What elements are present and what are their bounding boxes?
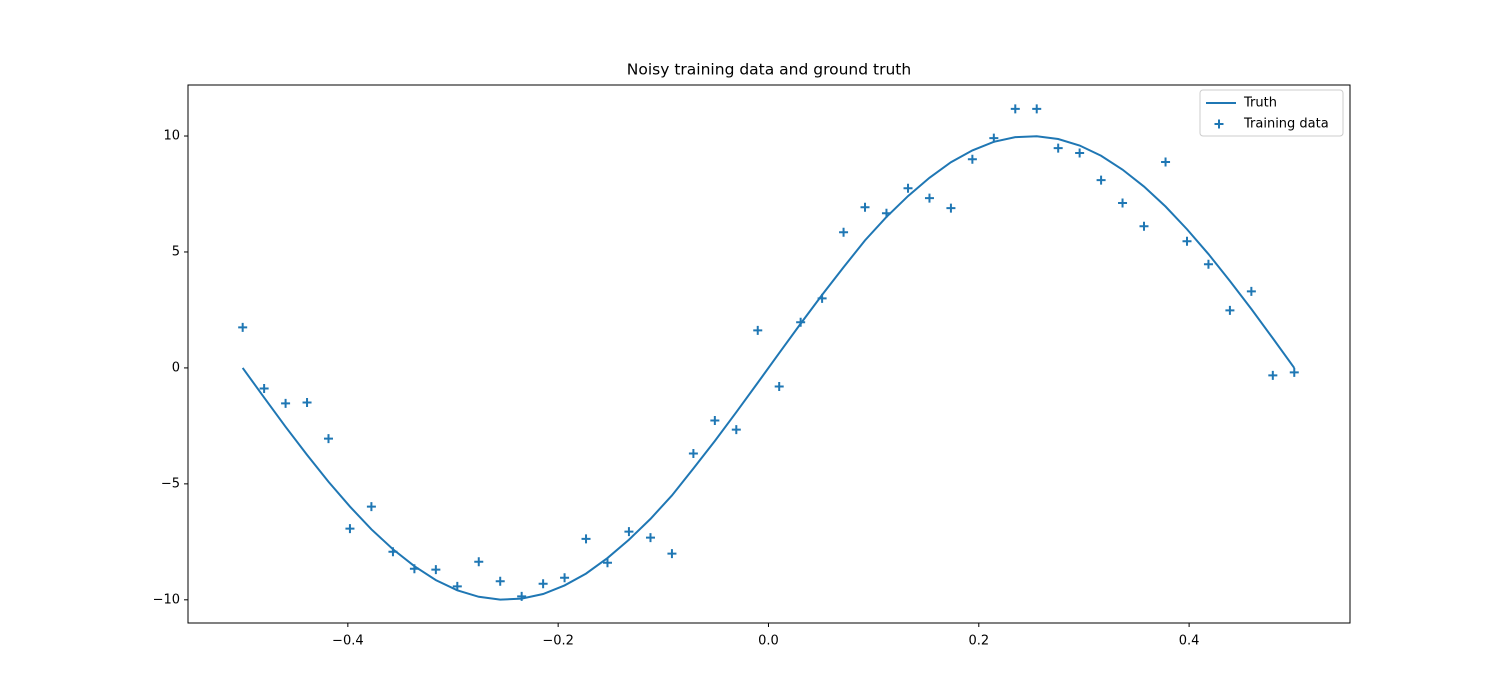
training-point — [560, 573, 570, 583]
training-point — [1268, 370, 1278, 380]
training-point — [1203, 259, 1213, 269]
training-point — [1161, 157, 1171, 167]
y-tick-label: 5 — [172, 244, 180, 259]
training-point — [860, 202, 870, 212]
x-tick-label: 0.0 — [758, 634, 779, 649]
training-point — [645, 533, 655, 543]
training-point — [431, 565, 441, 575]
training-point — [731, 425, 741, 435]
training-point — [452, 581, 462, 591]
training-point — [602, 558, 612, 568]
training-point — [1075, 148, 1085, 158]
training-point — [1118, 198, 1128, 208]
y-tick-label: 10 — [163, 129, 180, 144]
training-point — [624, 527, 634, 537]
training-point — [1246, 286, 1256, 296]
training-point — [688, 448, 698, 458]
legend-label: Training data — [1243, 117, 1329, 132]
y-tick-label: 0 — [172, 360, 180, 375]
x-tick-label: 0.4 — [1179, 634, 1200, 649]
training-point — [753, 325, 763, 335]
plot-frame — [187, 84, 1351, 624]
training-point — [409, 564, 419, 574]
training-point — [774, 381, 784, 391]
training-point — [710, 416, 720, 426]
training-point — [581, 534, 591, 544]
training-point — [1053, 143, 1063, 153]
y-tick-label: −5 — [161, 476, 180, 491]
training-point — [517, 591, 527, 601]
training-point — [1225, 305, 1235, 315]
x-tick-label: 0.2 — [968, 634, 989, 649]
training-point — [259, 384, 269, 394]
training-point — [1010, 104, 1020, 114]
training-point — [345, 524, 355, 534]
training-point — [903, 183, 913, 193]
training-point — [495, 576, 505, 586]
x-tick-label: −0.2 — [542, 634, 574, 649]
training-point — [946, 203, 956, 213]
training-point — [839, 227, 849, 237]
training-point — [796, 317, 806, 327]
legend-swatch — [1214, 119, 1224, 129]
training-point — [388, 547, 398, 557]
y-tick-label: −10 — [153, 592, 180, 607]
training-point — [366, 502, 376, 512]
training-point — [967, 154, 977, 164]
training-point — [881, 208, 891, 218]
chart-title: Noisy training data and ground truth — [627, 61, 911, 79]
training-point — [1289, 367, 1299, 377]
training-point — [474, 557, 484, 567]
training-point — [538, 579, 548, 589]
training-point — [667, 549, 677, 559]
training-point — [281, 398, 291, 408]
training-point — [1096, 175, 1106, 185]
x-tick-label: −0.4 — [332, 634, 364, 649]
training-point — [323, 434, 333, 444]
training-point — [238, 322, 248, 332]
legend-box — [1199, 89, 1344, 137]
training-point — [1032, 104, 1042, 114]
training-point — [302, 397, 312, 407]
training-point — [1182, 236, 1192, 246]
training-point — [1139, 221, 1149, 231]
training-point — [817, 293, 827, 303]
training-point — [924, 193, 934, 203]
legend-label: Truth — [1243, 96, 1277, 111]
training-point — [989, 133, 999, 143]
truth-line — [241, 135, 1296, 601]
